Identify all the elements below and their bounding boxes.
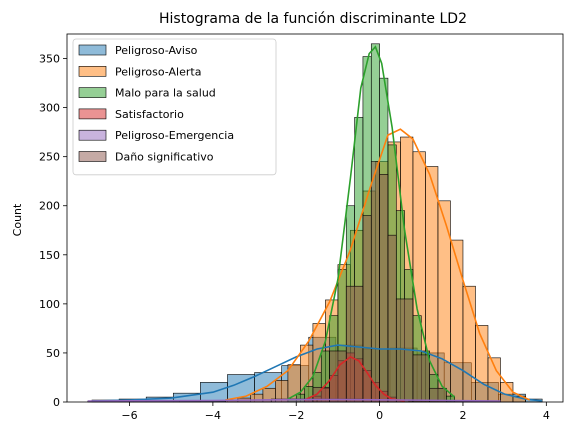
y-axis: 0 50 100 150 200 250 300 350 [39,53,67,409]
y-tick-label: 350 [39,53,60,66]
kde-line [287,45,456,400]
histogram-bar [370,161,380,403]
y-tick-label: 50 [46,347,60,360]
legend-entry: Peligroso-Aviso [115,44,198,57]
legend-swatch [78,66,107,77]
chart-title: Histograma de la función discriminante L… [159,11,467,27]
histogram-bar [387,234,397,403]
x-tick-label: 0 [376,409,383,422]
legend-entry: Malo para la salud [115,87,216,100]
kde-line [87,398,501,402]
kde-line [304,355,405,402]
y-tick-label: 100 [39,298,60,311]
legend-swatch [78,108,107,120]
x-tick-label: −6 [121,409,137,422]
kde-line [225,128,531,401]
legend-entry: Peligroso-Emergencia [115,129,234,142]
x-tick-label: 2 [459,409,466,422]
legend-entry: Peligroso-Alerta [115,65,201,78]
x-tick-label: −4 [205,409,221,422]
legend-swatch [78,44,107,56]
kde-line [91,344,543,402]
y-tick-label: 0 [53,396,60,409]
legend-entry: Daño significativo [115,151,214,164]
y-axis-label: Count [11,203,24,236]
x-axis: −6 −4 −2 0 2 4 [121,402,550,422]
x-tick-label: 4 [543,409,550,422]
plot-frame [66,33,564,403]
histogram-bar [462,285,476,403]
y-tick-label: 300 [39,102,60,115]
y-tick-label: 150 [39,249,60,262]
kde-curves [87,45,543,402]
histogram-bar [379,174,389,403]
y-tick-label: 250 [39,151,60,164]
legend-swatch [78,87,107,98]
y-tick-label: 200 [39,200,60,213]
legend: Peligroso-Aviso Peligroso-Alerta Malo para… [72,38,277,176]
legend-entry: Satisfactorio [115,108,184,121]
legend-swatch [78,151,107,162]
histogram-bar [450,239,464,403]
legend-swatch [78,129,107,141]
histogram-bar [345,285,364,403]
histogram-bar [412,354,430,403]
legend-box [72,38,277,176]
series-bars-5 [312,161,447,403]
x-tick-label: −2 [288,409,304,422]
